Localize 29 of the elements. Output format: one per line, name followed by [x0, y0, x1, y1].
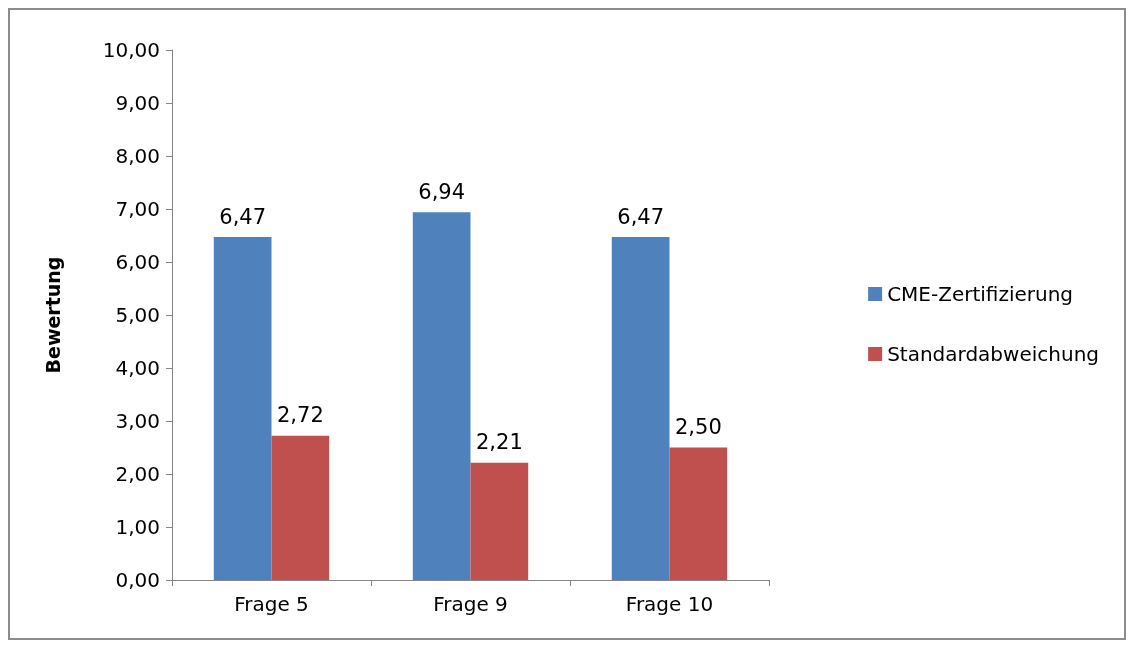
- y-tick-label: 0,00: [115, 568, 160, 592]
- bar: [669, 447, 728, 580]
- data-label: 2,21: [475, 430, 523, 455]
- y-tick-label: 9,00: [115, 91, 160, 115]
- x-tick-label: Frage 10: [625, 592, 714, 616]
- bar: [213, 237, 272, 580]
- y-tick-label: 10,00: [102, 38, 160, 62]
- data-label: 6,47: [219, 204, 267, 229]
- x-tick-label: Frage 5: [234, 592, 309, 616]
- y-tick-label: 6,00: [115, 250, 160, 274]
- data-label: 2,50: [674, 415, 722, 439]
- y-tick-label: 8,00: [115, 144, 160, 168]
- data-label: 6,47: [617, 204, 665, 229]
- y-tick-label: 4,00: [115, 356, 160, 380]
- x-tick-label: Frage 9: [433, 592, 508, 616]
- bar: [271, 435, 330, 580]
- bar: [611, 237, 670, 580]
- data-label: 6,94: [418, 179, 466, 204]
- y-tick-label: 7,00: [115, 197, 160, 221]
- y-tick-label: 2,00: [115, 462, 160, 486]
- y-tick-label: 5,00: [115, 303, 160, 327]
- data-label: 2,72: [276, 403, 324, 428]
- y-axis-title: Bewertung: [41, 256, 64, 374]
- legend-label: CME-Zertifizierung: [887, 282, 1074, 306]
- y-tick-label: 1,00: [115, 515, 160, 539]
- legend-label: Standardabweichung: [887, 342, 1099, 366]
- y-tick-label: 3,00: [115, 409, 160, 433]
- bar: [470, 462, 529, 580]
- bar: [412, 212, 471, 580]
